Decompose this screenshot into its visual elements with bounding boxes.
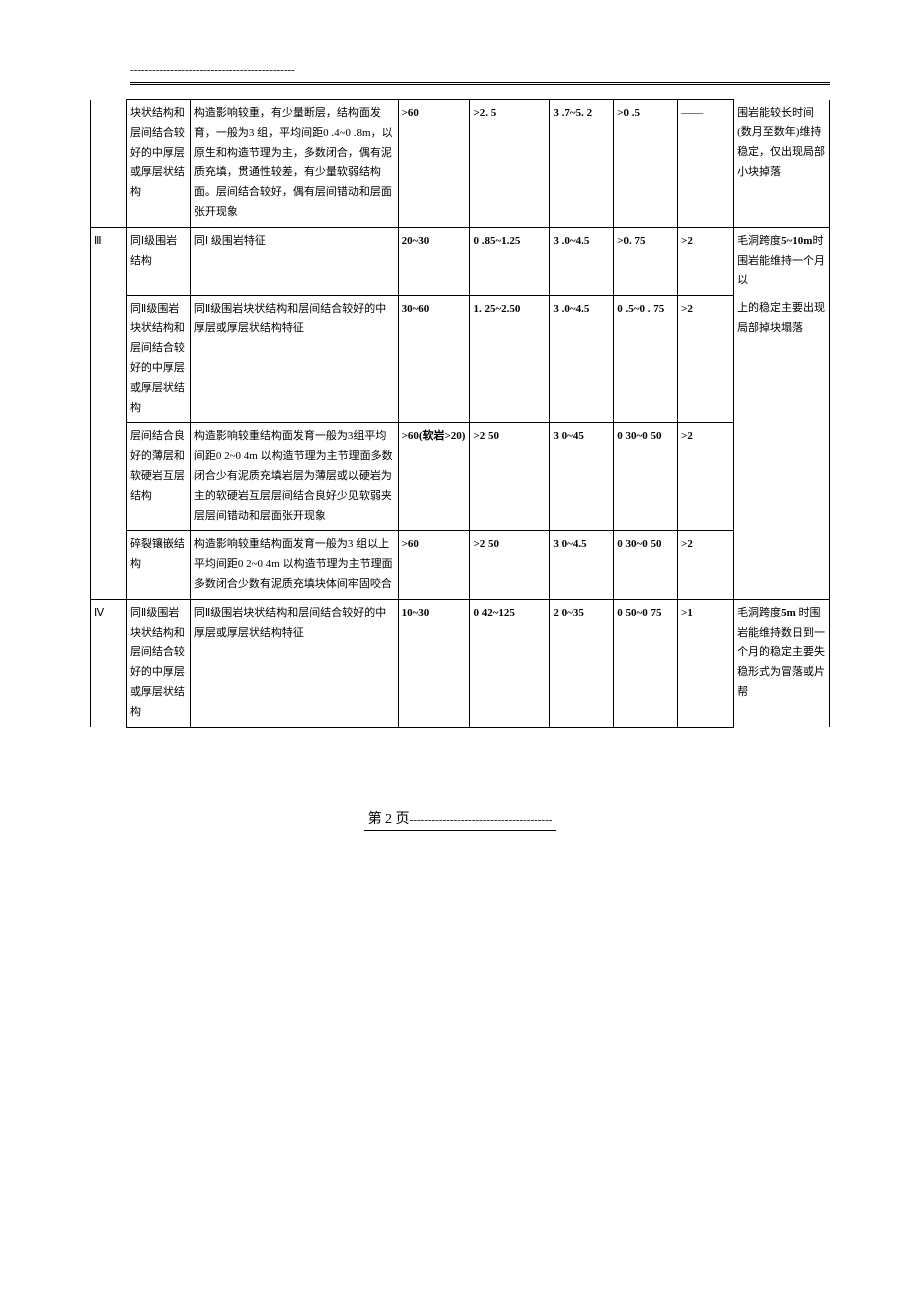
value-cell: 30~60 [398, 295, 470, 423]
footer-dashes: --------------------------------------- [410, 814, 553, 826]
value-cell: 2 0~35 [550, 599, 614, 727]
note-cell: 毛洞跨度5~10m时围岩能维持一个月以 [734, 227, 830, 295]
value-cell: >2 [678, 295, 734, 423]
value-cell: >2 [678, 531, 734, 599]
page-number: 第 2 页-----------------------------------… [364, 808, 557, 831]
page-label: 第 2 页 [368, 812, 410, 827]
table-row: 碎裂镶嵌结构 构造影响较重结构面发育一般为3 组以上平均间距0 2~0 4m 以… [91, 531, 830, 599]
value-cell: 0 30~0 50 [614, 423, 678, 531]
desc-cell: 同Ⅱ级围岩块状结构和层间结合较好的中厚层或厚层状结构特征 [190, 599, 398, 727]
note-cell: 上的稳定主要出现局部掉块塌落 [734, 295, 830, 423]
table-row: Ⅳ 同Ⅱ级围岩块状结构和层间结合较好的中厚层或厚层状结构 同Ⅱ级围岩块状结构和层… [91, 599, 830, 727]
table-row: Ⅲ 同Ⅰ级围岩结构 同Ⅰ 级围岩特征 20~30 0 .85~1.25 3 .0… [91, 227, 830, 295]
desc-cell: 同Ⅰ 级围岩特征 [190, 227, 398, 295]
value-cell: >2 50 [470, 531, 550, 599]
level-cell: Ⅲ [91, 227, 127, 599]
value-cell: 0 50~0 75 [614, 599, 678, 727]
footer-area: 第 2 页-----------------------------------… [90, 808, 830, 831]
value-cell: 0 42~125 [470, 599, 550, 727]
value-cell: >0. 75 [614, 227, 678, 295]
value-cell: 0 30~0 50 [614, 531, 678, 599]
value-cell: —— [678, 100, 734, 228]
struct-cell: 同Ⅱ级围岩块状结构和层间结合较好的中厚层或厚层状结构 [126, 599, 190, 727]
value-cell: 3 .0~4.5 [550, 295, 614, 423]
value-cell: 0 .85~1.25 [470, 227, 550, 295]
value-cell: >60 [398, 100, 470, 228]
value-cell: >0 .5 [614, 100, 678, 228]
desc-cell: 同Ⅱ级围岩块状结构和层间结合较好的中厚层或厚层状结构特征 [190, 295, 398, 423]
struct-cell: 块状结构和层间结合较好的中厚层或厚层状结构 [126, 100, 190, 228]
value-cell: 3 0~4.5 [550, 531, 614, 599]
rock-classification-table: 块状结构和层间结合较好的中厚层或厚层状结构 构造影响较重，有少量断层，结构面发育… [90, 99, 830, 728]
table-row: 同Ⅱ级围岩块状结构和层间结合较好的中厚层或厚层状结构 同Ⅱ级围岩块状结构和层间结… [91, 295, 830, 423]
value-cell: >2 [678, 227, 734, 295]
note-cell: 毛洞跨度5m 时围岩能维持数日到一个月的稳定主要失稳形式为冒落或片帮 [734, 599, 830, 727]
level-cell: Ⅳ [91, 599, 127, 727]
header-double-rule [130, 82, 830, 85]
desc-cell: 构造影响较重结构面发育一般为3组平均间距0 2~0 4m 以构造节理为主节理面多… [190, 423, 398, 531]
value-cell: >60(软岩>20) [398, 423, 470, 531]
struct-cell: 碎裂镶嵌结构 [126, 531, 190, 599]
header-area: ----------------------------------------… [90, 60, 830, 85]
value-cell: 3 .0~4.5 [550, 227, 614, 295]
struct-cell: 同Ⅱ级围岩块状结构和层间结合较好的中厚层或厚层状结构 [126, 295, 190, 423]
value-cell: 20~30 [398, 227, 470, 295]
note-cell: 围岩能较长时间(数月至数年)维持稳定，仅出现局部小块掉落 [734, 100, 830, 228]
value-cell: 3 .7~5. 2 [550, 100, 614, 228]
level-cell [91, 100, 127, 228]
value-cell: >2 [678, 423, 734, 531]
value-cell: 3 0~45 [550, 423, 614, 531]
struct-cell: 层间结合良好的薄层和软硬岩互层结构 [126, 423, 190, 531]
desc-cell: 构造影响较重结构面发育一般为3 组以上平均间距0 2~0 4m 以构造节理为主节… [190, 531, 398, 599]
value-cell: 1. 25~2.50 [470, 295, 550, 423]
value-cell: >2 50 [470, 423, 550, 531]
value-cell: >2. 5 [470, 100, 550, 228]
table-row: 层间结合良好的薄层和软硬岩互层结构 构造影响较重结构面发育一般为3组平均间距0 … [91, 423, 830, 531]
note-cell [734, 423, 830, 531]
struct-cell: 同Ⅰ级围岩结构 [126, 227, 190, 295]
value-cell: >1 [678, 599, 734, 727]
value-cell: 10~30 [398, 599, 470, 727]
value-cell: 0 .5~0 . 75 [614, 295, 678, 423]
desc-cell: 构造影响较重，有少量断层，结构面发育，一般为3 组，平均间距0 .4~0 .8m… [190, 100, 398, 228]
header-dashes: ----------------------------------------… [130, 64, 295, 76]
note-cell [734, 531, 830, 599]
table-row: 块状结构和层间结合较好的中厚层或厚层状结构 构造影响较重，有少量断层，结构面发育… [91, 100, 830, 228]
value-cell: >60 [398, 531, 470, 599]
